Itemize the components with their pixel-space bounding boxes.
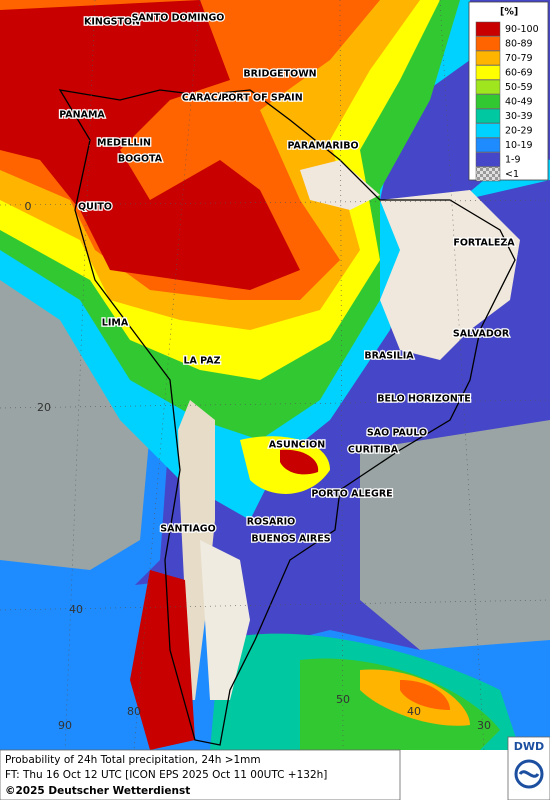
footer-copyright: ©2025 Deutscher Wetterdienst: [5, 785, 190, 797]
legend-label: 10-19: [505, 140, 533, 151]
city-label: BUENOS AIRES: [251, 534, 330, 545]
legend-swatch: [475, 123, 501, 138]
legend: [%] 90-100 80-89 70-79 60-69 50-59 40-49 30-39…: [468, 1, 549, 182]
city-label: BELO HORIZONTE: [377, 394, 471, 405]
footer-forecast: FT: Thu 16 Oct 12 UTC [ICON EPS 2025 Oct…: [5, 769, 327, 781]
city-label: BOGOTA: [118, 154, 163, 165]
legend-swatch: [475, 79, 501, 95]
legend-label: 70-79: [505, 53, 533, 64]
city-label: CURITIBA: [348, 445, 399, 456]
city-label: PORT OF SPAIN: [221, 93, 302, 104]
city-label: FORTALEZA: [453, 238, 515, 249]
city-label: ASUNCION: [269, 440, 325, 451]
city-label: QUITO: [78, 202, 112, 213]
city-label: BRIDGETOWN: [243, 69, 316, 80]
footer: Probability of 24h Total precipitation, …: [0, 736, 550, 800]
grid-label: 0: [25, 200, 32, 213]
legend-label: <1: [505, 169, 519, 180]
legend-unit: [%]: [500, 7, 518, 18]
city-label: PANAMA: [59, 110, 105, 121]
logo: DWD: [514, 740, 544, 753]
grid-label: 50: [336, 693, 350, 706]
grid-label: 40: [407, 705, 421, 718]
city-label: MEDELLIN: [97, 138, 151, 149]
legend-swatch: [475, 94, 501, 109]
grid-label: 30: [477, 719, 491, 732]
city-label: LIMA: [102, 318, 129, 329]
legend-label: 60-69: [505, 68, 533, 79]
logo-wave: [518, 770, 540, 778]
legend-label: 90-100: [505, 24, 539, 35]
legend-label: 50-59: [505, 82, 533, 93]
grid-label: 20: [37, 401, 51, 414]
city-label: LA PAZ: [183, 356, 220, 367]
grid-label: 40: [69, 603, 83, 616]
legend-swatch: [475, 65, 501, 80]
precip-field: [0, 0, 550, 750]
grid-label: 80: [127, 705, 141, 718]
city-label: BRASILIA: [364, 351, 414, 362]
city-label: PARAMARIBO: [287, 141, 358, 152]
legend-label: 40-49: [505, 97, 533, 108]
city-label: SANTO DOMINGO: [132, 13, 225, 24]
legend-swatch: [475, 108, 501, 124]
legend-swatch: [475, 21, 501, 37]
logo-icon: [514, 759, 544, 789]
legend-swatch: [475, 166, 501, 182]
legend-swatch: [475, 36, 501, 51]
grid-labels: 0 20 40 90 80 50 40 30: [25, 200, 492, 732]
legend-label: 20-29: [505, 126, 533, 137]
legend-label: 30-39: [505, 111, 533, 122]
grid-label: 90: [58, 719, 72, 732]
legend-label: 80-89: [505, 39, 533, 50]
city-label: PORTO ALEGRE: [311, 489, 392, 500]
city-label: ROSARIO: [247, 517, 296, 528]
city-label: SAO PAULO: [367, 428, 427, 439]
legend-label: 1-9: [505, 155, 521, 166]
city-label: SANTIAGO: [160, 524, 215, 535]
footer-title: Probability of 24h Total precipitation, …: [5, 754, 261, 766]
city-label: KINGSTON: [84, 17, 140, 28]
city-label: SALVADOR: [453, 329, 510, 340]
legend-swatch: [475, 50, 501, 66]
legend-swatch: [475, 137, 501, 153]
city-label: CARACAS: [182, 93, 232, 104]
legend-swatch: [475, 152, 501, 167]
